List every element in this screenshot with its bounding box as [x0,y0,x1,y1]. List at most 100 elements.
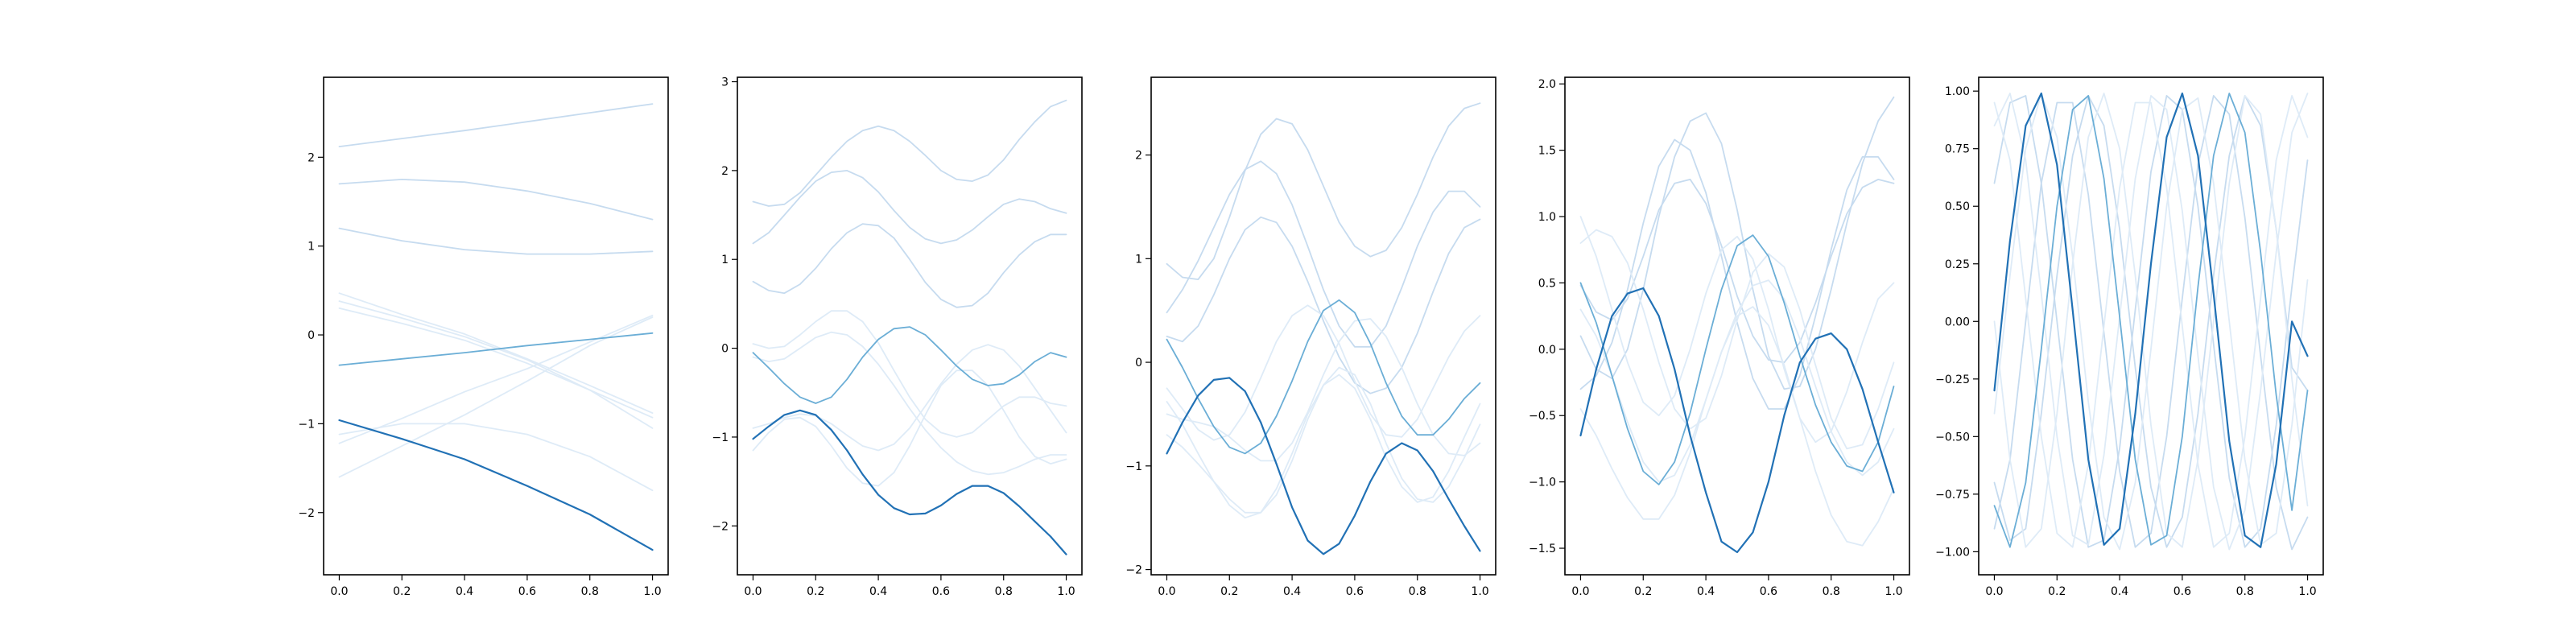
series-line-3 [1993,95,2309,551]
x-tick-label: 0.6 [518,585,536,598]
y-tick-label: 1.5 [1538,145,1556,158]
series-line-8 [338,316,654,478]
chart-panel-5: 0.0 0.2 0.4 0.6 0.8 1.0 −1.00 −0.75 −0.50 −0.25 0.… [1935,76,2324,598]
y-tick-label: 0 [721,343,729,356]
series-line-4 [1579,216,1895,444]
chart-panel-4: 0.0 0.2 0.4 0.6 0.8 1.0 −1.5 −1.0 −0.5 0.0 0.5 1.0 1… [1529,76,1910,598]
x-tick-label: 0.6 [1346,585,1364,598]
y-tick-label: −1.0 [1529,477,1556,489]
y-tick-label: 0.0 [1538,344,1556,357]
y-tick-label: 1 [308,241,315,254]
x-tick-label: 0.0 [1158,585,1175,598]
y-tick-label: 0 [1135,357,1142,369]
series-line-3 [338,227,654,255]
x-tick-label: 0.2 [807,585,824,598]
series-line-10 [338,332,654,366]
y-tick-label: 2 [308,151,315,164]
series-line-1 [1993,95,2309,548]
axes-frame [1150,76,1496,576]
x-tick-label: 0.4 [1283,585,1301,598]
series-line-8 [1579,234,1895,485]
series-line-7 [338,314,654,444]
series-line-9 [1579,287,1895,554]
x-tick-label: 0.4 [456,585,473,598]
x-tick-label: 0.2 [1220,585,1238,598]
series-line-2 [1993,95,2309,548]
series-line-2 [1579,138,1895,410]
y-tick-label: −0.75 [1935,489,1970,502]
y-tick-label: 1.0 [1538,211,1556,224]
series-line-5 [338,300,654,429]
chart-panel-3: 0.0 0.2 0.4 0.6 0.8 1.0 −2 −1 0 1 2 [1125,76,1496,598]
y-tick-label: −0.50 [1935,431,1970,444]
series-line-11 [338,419,654,551]
y-tick-label: 1 [1135,253,1142,266]
y-tick-label: −1 [712,431,729,444]
axes-frame [323,76,669,576]
x-tick-label: 0.8 [1823,585,1840,598]
y-tick-label: 0.00 [1945,316,1970,328]
series-line-1 [1579,96,1895,390]
chart-panel-1: 0.0 0.2 0.4 0.6 0.8 1.0 −2 −1 0 1 2 [298,76,669,598]
y-tick-label: −1 [1125,460,1142,473]
series-line-9 [1993,92,2309,548]
series-line-2 [1166,160,1481,348]
x-tick-label: 0.2 [1634,585,1652,598]
x-tick-label: 1.0 [1057,585,1075,598]
series-line-9 [1166,377,1481,555]
x-tick-label: 1.0 [1885,585,1902,598]
series-line-6 [1579,306,1895,547]
series-line-5 [752,331,1067,476]
x-tick-label: 0.2 [393,585,411,598]
x-tick-label: 0.0 [330,585,348,598]
series-line-4 [1993,95,2309,548]
series-line-7 [1993,93,2309,551]
y-tick-label: −2 [1125,564,1142,577]
y-tick-label: 0.75 [1945,143,1970,156]
y-tick-label: 0.50 [1945,200,1970,213]
x-tick-label: 0.4 [2111,585,2128,598]
x-tick-label: 0.0 [1571,585,1589,598]
x-tick-label: 0.8 [2236,585,2254,598]
x-tick-label: 1.0 [2298,585,2316,598]
x-tick-label: 0.0 [744,585,762,598]
series-line-6 [1993,93,2309,551]
series-line-4 [752,310,1067,438]
x-tick-label: 0.6 [2174,585,2191,598]
series-line-7 [752,369,1067,487]
y-tick-label: 2.0 [1538,78,1556,91]
series-line-7 [1166,374,1481,519]
y-tick-label: 3 [721,76,729,89]
x-tick-label: 0.2 [2048,585,2066,598]
series-line-7 [1579,279,1895,483]
series-line-9 [338,423,654,492]
x-tick-label: 0.6 [932,585,950,598]
y-tick-label: 2 [721,165,729,178]
y-tick-label: 1.00 [1945,85,1970,98]
y-tick-label: 0 [308,329,315,342]
x-tick-label: 1.0 [643,585,661,598]
series-line-6 [338,308,654,419]
series-line-3 [1166,216,1481,394]
series-line-1 [752,99,1067,207]
series-line-3 [752,223,1067,308]
x-tick-label: 0.8 [581,585,599,598]
y-tick-label: 0.5 [1538,277,1556,290]
axes-frame [737,76,1083,576]
x-tick-label: 0.6 [1760,585,1777,598]
y-tick-label: 1 [721,254,729,266]
series-line-4 [338,292,654,414]
y-tick-label: 2 [1135,150,1142,163]
x-tick-label: 0.8 [1409,585,1426,598]
axes-frame [1564,76,1910,576]
y-tick-label: −0.5 [1529,410,1556,423]
y-tick-label: −1.5 [1529,543,1556,555]
x-tick-label: 1.0 [1471,585,1488,598]
x-tick-label: 0.8 [995,585,1013,598]
x-tick-label: 0.0 [1985,585,2003,598]
series-line-5 [1579,229,1895,450]
series-line-2 [752,170,1067,245]
series-line-8 [1166,299,1481,455]
x-tick-label: 0.4 [869,585,887,598]
